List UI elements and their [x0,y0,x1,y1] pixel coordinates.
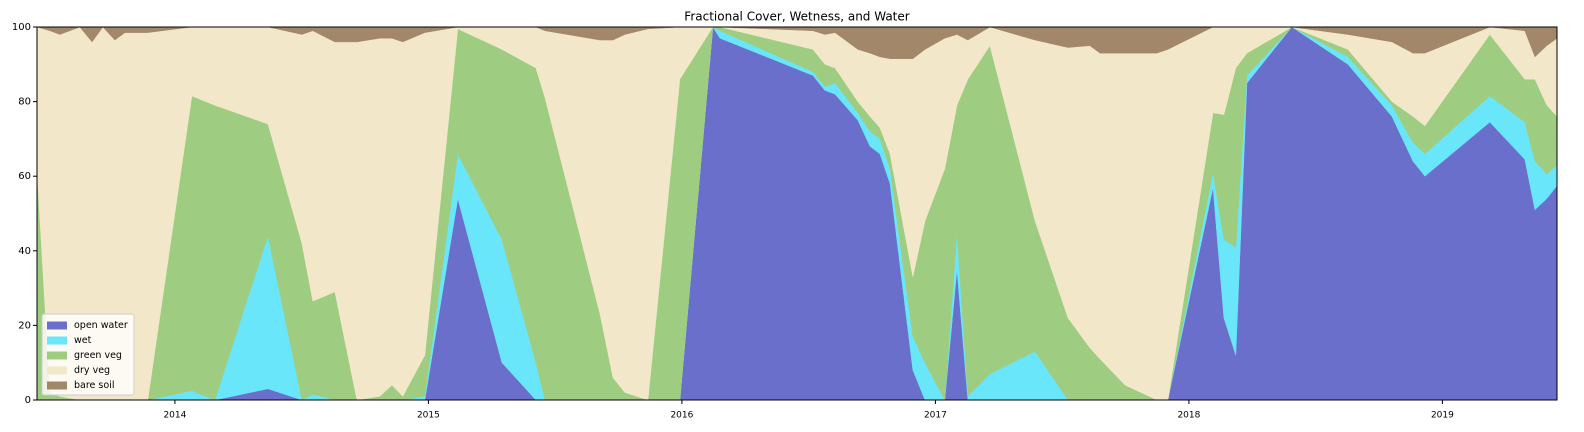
legend-swatch [47,351,67,360]
legend-label: open water [74,320,128,331]
x-tick-label: 2016 [670,411,693,421]
x-tick-label: 2017 [924,411,947,421]
plot-frame [36,26,1558,401]
x-tick-label: 2015 [417,411,440,421]
legend-label: bare soil [74,380,114,391]
x-tick-label: 2014 [163,411,186,421]
legend-swatch [47,366,67,375]
legend-label: dry veg [74,365,110,376]
legend: open water wet green veg dry veg bare soil [41,313,135,396]
legend-label: wet [74,335,92,346]
legend-label: green veg [74,350,122,361]
legend-swatch [47,321,67,330]
y-tick-label: 0 [25,395,31,406]
legend-swatch [47,336,67,345]
x-tick-label: 2018 [1177,411,1200,421]
y-tick-label: 100 [12,22,31,33]
y-tick-label: 60 [18,171,31,182]
legend-box [41,313,135,396]
y-tick-label: 40 [18,246,31,257]
x-tick-label: 2019 [1431,411,1454,421]
legend-swatch [47,381,67,390]
y-tick-label: 20 [18,320,31,331]
y-tick-label: 80 [18,97,31,108]
chart-title: Fractional Cover, Wetness, and Water [684,10,909,24]
